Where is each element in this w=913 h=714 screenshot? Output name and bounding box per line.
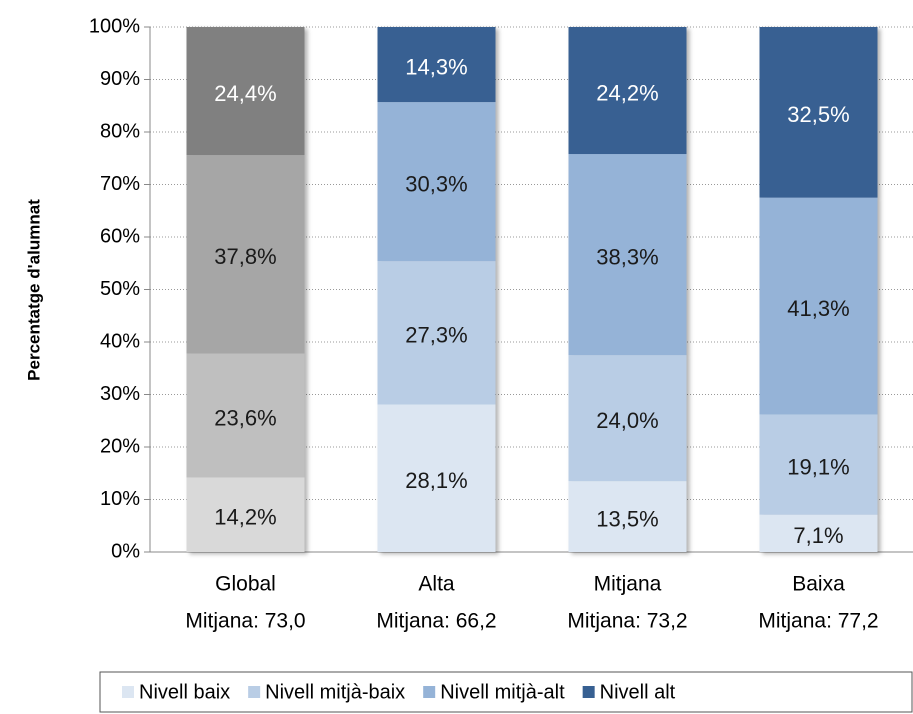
bar-segment (186, 353, 305, 478)
legend-label: Nivell alt (600, 681, 676, 703)
y-tick-label: 60% (100, 225, 140, 247)
bar-segment (568, 154, 687, 356)
y-tick-label: 100% (89, 15, 140, 37)
data-label: 28,1% (405, 468, 467, 493)
legend-label: Nivell mitjà-alt (440, 681, 565, 703)
bar-segment (377, 102, 496, 262)
data-label: 24,4% (214, 81, 276, 106)
x-tick-label: Alta (418, 573, 455, 596)
legend-label: Nivell mitjà-baix (265, 681, 405, 703)
y-tick-label: 40% (100, 330, 140, 352)
legend-label: Nivell baix (139, 681, 230, 703)
bar-stack (377, 27, 496, 552)
bar-segment (568, 355, 687, 482)
data-label: 7,1% (793, 523, 843, 548)
data-label: 19,1% (787, 454, 849, 479)
data-label: 14,2% (214, 505, 276, 530)
y-tick-label: 90% (100, 68, 140, 90)
bar-segment (759, 514, 878, 552)
data-label: 32,5% (787, 102, 849, 127)
bar-segment (568, 481, 687, 552)
bar-segment (759, 414, 878, 515)
x-tick-sublabel: Mitjana: 77,2 (758, 610, 878, 633)
data-label: 24,2% (596, 80, 658, 105)
data-label: 37,8% (214, 244, 276, 269)
x-tick-label: Mitjana (594, 573, 662, 596)
legend-box (99, 671, 913, 713)
bar-segment (186, 477, 305, 552)
data-label: 27,3% (405, 323, 467, 348)
bar-segment (377, 27, 496, 103)
data-label: 13,5% (596, 506, 658, 531)
data-label: 41,3% (787, 296, 849, 321)
y-tick-label: 10% (100, 488, 140, 510)
bar-segment (568, 27, 687, 155)
x-tick-label: Baixa (792, 573, 845, 596)
x-tick-sublabel: Mitjana: 66,2 (376, 610, 496, 633)
legend-swatch (423, 686, 436, 698)
data-label: 23,6% (214, 405, 276, 430)
y-axis-label: Percentatge d'alumnat (24, 199, 43, 381)
data-label: 14,3% (405, 54, 467, 79)
data-label: 24,0% (596, 408, 658, 433)
x-tick-label: Global (215, 573, 276, 596)
bar-segment (759, 27, 878, 198)
y-tick-label: 30% (100, 383, 140, 405)
y-tick-label: 70% (100, 173, 140, 195)
y-tick-label: 50% (100, 278, 140, 300)
x-tick-sublabel: Mitjana: 73,2 (567, 610, 687, 633)
y-tick-label: 20% (100, 435, 140, 457)
y-tick-label: 80% (100, 120, 140, 142)
bar-segment (377, 404, 496, 552)
bar-stack (186, 27, 305, 552)
y-tick-label: 0% (111, 540, 140, 562)
bar-stack (568, 27, 687, 552)
bar-stack (759, 27, 878, 552)
x-tick-sublabel: Mitjana: 73,0 (185, 610, 305, 633)
data-label: 38,3% (596, 244, 658, 269)
bar-segment (759, 197, 878, 415)
data-label: 30,3% (405, 171, 467, 196)
legend-swatch (122, 686, 134, 698)
legend-swatch (248, 686, 261, 698)
bar-segment (186, 155, 305, 354)
bar-segment (377, 261, 496, 405)
legend-swatch (582, 686, 595, 698)
bar-segment (186, 27, 305, 156)
